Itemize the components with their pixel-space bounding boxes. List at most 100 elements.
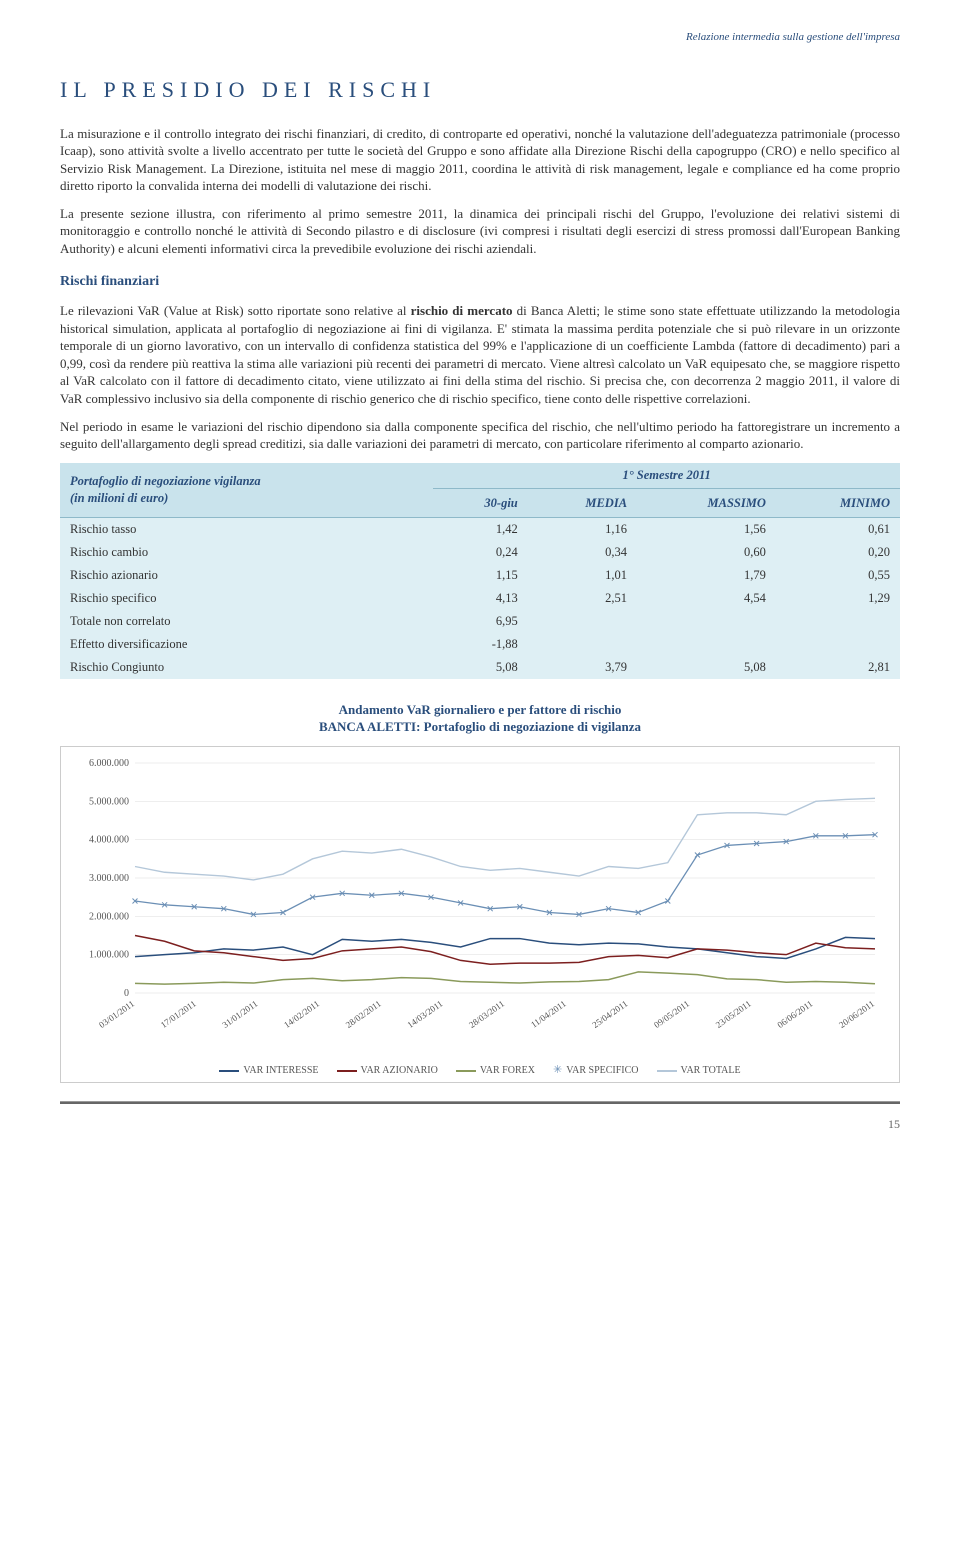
paragraph-2: La presente sezione illustra, con riferi… xyxy=(60,205,900,258)
paragraph-3: Le rilevazioni VaR (Value at Risk) sotto… xyxy=(60,302,900,407)
row-value xyxy=(637,633,776,656)
row-value: 4,13 xyxy=(433,587,528,610)
legend-item: VAR FOREX xyxy=(456,1063,535,1078)
section-heading: Rischi finanziari xyxy=(60,273,900,292)
table-row: Totale non correlato6,95 xyxy=(60,610,900,633)
page-number: 15 xyxy=(60,1116,900,1132)
col-minimo: MINIMO xyxy=(776,488,900,518)
paragraph-1: La misurazione e il controllo integrato … xyxy=(60,125,900,195)
row-value: 1,42 xyxy=(433,518,528,541)
para3-bold: rischio di mercato xyxy=(411,303,513,318)
row-value: 0,24 xyxy=(433,541,528,564)
row-value: 1,16 xyxy=(528,518,637,541)
table-period: 1° Semestre 2011 xyxy=(433,463,900,488)
row-value: 3,79 xyxy=(528,656,637,679)
row-value: 0,61 xyxy=(776,518,900,541)
row-label: Rischio tasso xyxy=(60,518,433,541)
row-label: Effetto diversificazione xyxy=(60,633,433,656)
table-header-left-2: (in milioni di euro) xyxy=(70,491,168,505)
row-value xyxy=(528,610,637,633)
row-value: 1,01 xyxy=(528,564,637,587)
col-massimo: MASSIMO xyxy=(637,488,776,518)
chart-legend: VAR INTERESSE VAR AZIONARIO VAR FOREX ✳ VAR … xyxy=(65,1063,895,1078)
table-row: Rischio tasso1,421,161,560,61 xyxy=(60,518,900,541)
header-note: Relazione intermedia sulla gestione dell… xyxy=(60,30,900,45)
row-value: 1,79 xyxy=(637,564,776,587)
svg-text:5.000.000: 5.000.000 xyxy=(89,796,129,807)
legend-label: VAR TOTALE xyxy=(681,1064,741,1078)
svg-text:14/03/2011: 14/03/2011 xyxy=(405,998,444,1030)
para3-a: Le rilevazioni VaR (Value at Risk) sotto… xyxy=(60,303,411,318)
footer-rule xyxy=(60,1101,900,1104)
row-value xyxy=(776,610,900,633)
table-row: Effetto diversificazione-1,88 xyxy=(60,633,900,656)
legend-label: VAR AZIONARIO xyxy=(361,1064,438,1078)
row-value: 0,60 xyxy=(637,541,776,564)
row-value: 2,51 xyxy=(528,587,637,610)
legend-swatch: ✳ xyxy=(553,1063,562,1078)
svg-text:11/04/2011: 11/04/2011 xyxy=(529,998,568,1029)
row-value: 5,08 xyxy=(637,656,776,679)
row-value: 1,29 xyxy=(776,587,900,610)
row-label: Totale non correlato xyxy=(60,610,433,633)
svg-text:06/06/2011: 06/06/2011 xyxy=(775,998,814,1030)
row-value: 5,08 xyxy=(433,656,528,679)
legend-item: VAR TOTALE xyxy=(657,1063,741,1078)
var-chart: 0 1.000.000 2.000.000 3.000.000 4.000.000 5.0… xyxy=(65,753,885,1053)
row-value: -1,88 xyxy=(433,633,528,656)
row-value xyxy=(776,633,900,656)
svg-text:31/01/2011: 31/01/2011 xyxy=(220,998,259,1030)
legend-swatch xyxy=(657,1070,677,1072)
row-label: Rischio Congiunto xyxy=(60,656,433,679)
table-row: Rischio azionario1,151,011,790,55 xyxy=(60,564,900,587)
row-value: 1,15 xyxy=(433,564,528,587)
svg-text:23/05/2011: 23/05/2011 xyxy=(714,998,753,1030)
svg-text:03/01/2011: 03/01/2011 xyxy=(97,998,136,1030)
legend-swatch xyxy=(337,1070,357,1072)
svg-text:2.000.000: 2.000.000 xyxy=(89,911,129,922)
row-label: Rischio azionario xyxy=(60,564,433,587)
row-value: 6,95 xyxy=(433,610,528,633)
legend-label: VAR FOREX xyxy=(480,1064,535,1078)
legend-item: VAR AZIONARIO xyxy=(337,1063,438,1078)
svg-text:0: 0 xyxy=(124,988,129,999)
var-table: Portafoglio di negoziazione vigilanza (i… xyxy=(60,463,900,679)
page-title: IL PRESIDIO DEI RISCHI xyxy=(60,75,900,105)
chart-subtitle: BANCA ALETTI: Portafoglio di negoziazion… xyxy=(60,718,900,736)
row-value: 0,20 xyxy=(776,541,900,564)
svg-text:28/02/2011: 28/02/2011 xyxy=(344,998,383,1030)
chart-container: 0 1.000.000 2.000.000 3.000.000 4.000.000 5.0… xyxy=(60,746,900,1083)
legend-swatch xyxy=(219,1070,239,1072)
svg-text:28/03/2011: 28/03/2011 xyxy=(467,998,506,1030)
col-media: MEDIA xyxy=(528,488,637,518)
row-value: 0,55 xyxy=(776,564,900,587)
row-value: 2,81 xyxy=(776,656,900,679)
svg-text:4.000.000: 4.000.000 xyxy=(89,834,129,845)
row-value: 4,54 xyxy=(637,587,776,610)
table-row: Rischio Congiunto5,083,795,082,81 xyxy=(60,656,900,679)
row-label: Rischio cambio xyxy=(60,541,433,564)
paragraph-4: Nel periodo in esame le variazioni del r… xyxy=(60,418,900,453)
svg-text:1.000.000: 1.000.000 xyxy=(89,949,129,960)
svg-text:17/01/2011: 17/01/2011 xyxy=(159,998,198,1030)
row-label: Rischio specifico xyxy=(60,587,433,610)
svg-text:09/05/2011: 09/05/2011 xyxy=(652,998,691,1030)
svg-text:20/06/2011: 20/06/2011 xyxy=(837,998,876,1030)
chart-title: Andamento VaR giornaliero e per fattore … xyxy=(60,701,900,719)
legend-label: VAR INTERESSE xyxy=(243,1064,318,1078)
legend-item: VAR INTERESSE xyxy=(219,1063,318,1078)
svg-text:14/02/2011: 14/02/2011 xyxy=(282,998,321,1030)
svg-text:3.000.000: 3.000.000 xyxy=(89,873,129,884)
row-value: 0,34 xyxy=(528,541,637,564)
row-value: 1,56 xyxy=(637,518,776,541)
row-value xyxy=(637,610,776,633)
svg-text:25/04/2011: 25/04/2011 xyxy=(590,998,629,1030)
legend-label: VAR SPECIFICO xyxy=(566,1064,638,1078)
col-30giu: 30-giu xyxy=(433,488,528,518)
table-row: Rischio specifico4,132,514,541,29 xyxy=(60,587,900,610)
table-header-left-1: Portafoglio di negoziazione vigilanza xyxy=(70,474,261,488)
para3-b: di Banca Aletti; le stime sono state eff… xyxy=(60,303,900,406)
legend-item: ✳ VAR SPECIFICO xyxy=(553,1063,639,1078)
legend-swatch xyxy=(456,1070,476,1072)
row-value xyxy=(528,633,637,656)
